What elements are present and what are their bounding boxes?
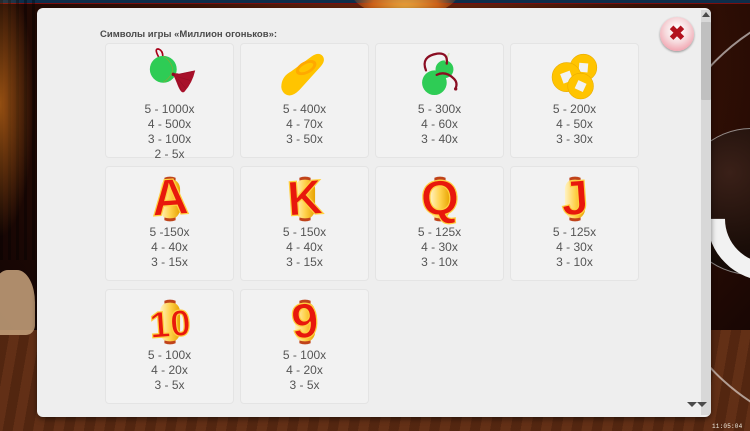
svg-text:9: 9 <box>289 293 320 350</box>
svg-text:K: K <box>285 169 325 226</box>
svg-text:Q: Q <box>418 169 460 227</box>
svg-text:A: A <box>149 166 190 226</box>
svg-text:J: J <box>559 170 590 227</box>
svg-text:10: 10 <box>148 302 192 346</box>
